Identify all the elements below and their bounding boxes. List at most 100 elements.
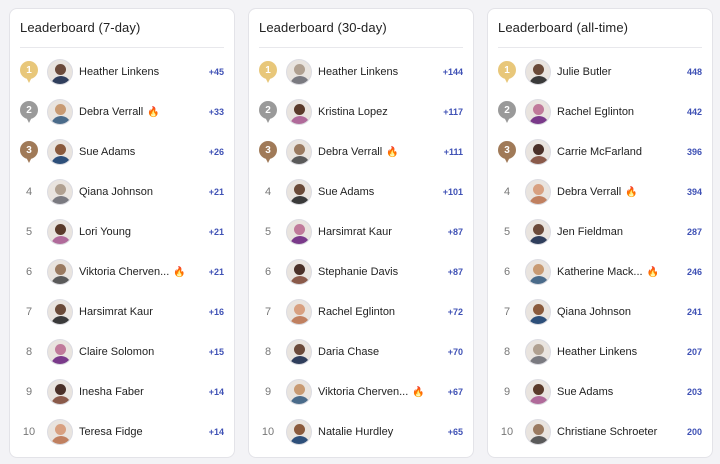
avatar[interactable] xyxy=(47,299,73,325)
leaderboard-row[interactable]: 9 Inesha Faber +14 xyxy=(10,372,234,412)
avatar[interactable] xyxy=(525,379,551,405)
leaderboard-row[interactable]: 2 Debra Verrall 🔥 +33 xyxy=(10,92,234,132)
member-name[interactable]: Claire Solomon xyxy=(79,332,154,372)
avatar[interactable] xyxy=(525,339,551,365)
member-name[interactable]: Debra Verrall 🔥 xyxy=(79,92,160,132)
leaderboard-row[interactable]: 6 Katherine Mack... 🔥 246 xyxy=(488,252,712,292)
avatar[interactable] xyxy=(525,259,551,285)
member-name[interactable]: Debra Verrall 🔥 xyxy=(557,172,638,212)
leaderboard-row[interactable]: 2 Kristina Lopez +117 xyxy=(249,92,473,132)
member-name[interactable]: Heather Linkens xyxy=(79,52,159,92)
leaderboard-row[interactable]: 10 Teresa Fidge +14 xyxy=(10,412,234,452)
avatar[interactable] xyxy=(47,59,73,85)
leaderboard-row[interactable]: 3 Sue Adams +26 xyxy=(10,132,234,172)
member-name-text: Qiana Johnson xyxy=(557,306,631,318)
member-name[interactable]: Heather Linkens xyxy=(557,332,637,372)
leaderboard-row[interactable]: 3 Debra Verrall 🔥 +111 xyxy=(249,132,473,172)
avatar[interactable] xyxy=(525,99,551,125)
member-name[interactable]: Qiana Johnson xyxy=(557,292,631,332)
member-name[interactable]: Sue Adams xyxy=(79,132,135,172)
member-name[interactable]: Harsimrat Kaur xyxy=(79,292,153,332)
leaderboard-row[interactable]: 5 Jen Fieldman 287 xyxy=(488,212,712,252)
leaderboard-row[interactable]: 4 Debra Verrall 🔥 394 xyxy=(488,172,712,212)
member-name[interactable]: Rachel Eglinton xyxy=(318,292,395,332)
member-name[interactable]: Qiana Johnson xyxy=(79,172,153,212)
member-name[interactable]: Jen Fieldman xyxy=(557,212,623,252)
leaderboard-row[interactable]: 7 Harsimrat Kaur +16 xyxy=(10,292,234,332)
avatar[interactable] xyxy=(525,419,551,445)
avatar[interactable] xyxy=(286,179,312,205)
member-name[interactable]: Julie Butler xyxy=(557,52,611,92)
avatar-body xyxy=(290,316,310,324)
member-name[interactable]: Teresa Fidge xyxy=(79,412,143,452)
avatar[interactable] xyxy=(47,339,73,365)
member-name[interactable]: Viktoria Cherven... 🔥 xyxy=(79,252,186,292)
avatar[interactable] xyxy=(286,419,312,445)
rank-number: 7 xyxy=(503,306,511,318)
leaderboard-row[interactable]: 10 Natalie Hurdley +65 xyxy=(249,412,473,452)
avatar[interactable] xyxy=(525,59,551,85)
avatar[interactable] xyxy=(47,379,73,405)
leaderboard-row[interactable]: 7 Rachel Eglinton +72 xyxy=(249,292,473,332)
member-name[interactable]: Sue Adams xyxy=(557,372,613,412)
avatar[interactable] xyxy=(47,219,73,245)
leaderboard-row[interactable]: 6 Stephanie Davis +87 xyxy=(249,252,473,292)
avatar[interactable] xyxy=(286,219,312,245)
avatar[interactable] xyxy=(47,179,73,205)
member-name[interactable]: Rachel Eglinton xyxy=(557,92,634,132)
leaderboard-row[interactable]: 7 Qiana Johnson 241 xyxy=(488,292,712,332)
member-name[interactable]: Christiane Schroeter xyxy=(557,412,657,452)
rank-cell: 6 xyxy=(498,252,516,292)
avatar[interactable] xyxy=(286,259,312,285)
avatar[interactable] xyxy=(286,339,312,365)
avatar[interactable] xyxy=(286,59,312,85)
member-name[interactable]: Kristina Lopez xyxy=(318,92,388,132)
leaderboard-row[interactable]: 8 Daria Chase +70 xyxy=(249,332,473,372)
member-name[interactable]: Sue Adams xyxy=(318,172,374,212)
member-name[interactable]: Katherine Mack... 🔥 xyxy=(557,252,659,292)
avatar[interactable] xyxy=(286,299,312,325)
member-name[interactable]: Lori Young xyxy=(79,212,131,252)
avatar-body xyxy=(51,316,71,324)
member-name-text: Harsimrat Kaur xyxy=(79,306,153,318)
avatar[interactable] xyxy=(525,139,551,165)
avatar[interactable] xyxy=(47,99,73,125)
avatar[interactable] xyxy=(286,379,312,405)
avatar-body xyxy=(51,276,71,284)
avatar[interactable] xyxy=(286,99,312,125)
leaderboard-row[interactable]: 1 Heather Linkens +144 xyxy=(249,52,473,92)
leaderboard-row[interactable]: 9 Viktoria Cherven... 🔥 +67 xyxy=(249,372,473,412)
member-name[interactable]: Viktoria Cherven... 🔥 xyxy=(318,372,425,412)
leaderboard-row[interactable]: 3 Carrie McFarland 396 xyxy=(488,132,712,172)
bronze-medal-icon: 3 xyxy=(259,141,277,163)
divider xyxy=(259,47,463,48)
member-name[interactable]: Debra Verrall 🔥 xyxy=(318,132,399,172)
member-name[interactable]: Inesha Faber xyxy=(79,372,144,412)
member-name[interactable]: Stephanie Davis xyxy=(318,252,398,292)
avatar[interactable] xyxy=(525,299,551,325)
avatar[interactable] xyxy=(525,179,551,205)
leaderboard-row[interactable]: 10 Christiane Schroeter 200 xyxy=(488,412,712,452)
member-name[interactable]: Harsimrat Kaur xyxy=(318,212,392,252)
leaderboard-row[interactable]: 8 Claire Solomon +15 xyxy=(10,332,234,372)
member-name[interactable]: Natalie Hurdley xyxy=(318,412,393,452)
leaderboard-row[interactable]: 9 Sue Adams 203 xyxy=(488,372,712,412)
leaderboard-row[interactable]: 4 Sue Adams +101 xyxy=(249,172,473,212)
avatar[interactable] xyxy=(47,259,73,285)
leaderboard-row[interactable]: 5 Lori Young +21 xyxy=(10,212,234,252)
avatar[interactable] xyxy=(525,219,551,245)
member-name[interactable]: Carrie McFarland xyxy=(557,132,642,172)
leaderboard-row[interactable]: 8 Heather Linkens 207 xyxy=(488,332,712,372)
leaderboard-row[interactable]: 6 Viktoria Cherven... 🔥 +21 xyxy=(10,252,234,292)
avatar[interactable] xyxy=(47,139,73,165)
avatar[interactable] xyxy=(286,139,312,165)
leaderboard-row[interactable]: 1 Heather Linkens +45 xyxy=(10,52,234,92)
member-name[interactable]: Daria Chase xyxy=(318,332,379,372)
avatar[interactable] xyxy=(47,419,73,445)
leaderboard-row[interactable]: 2 Rachel Eglinton 442 xyxy=(488,92,712,132)
leaderboard-row[interactable]: 5 Harsimrat Kaur +87 xyxy=(249,212,473,252)
leaderboard-row[interactable]: 4 Qiana Johnson +21 xyxy=(10,172,234,212)
leaderboard-row[interactable]: 1 Julie Butler 448 xyxy=(488,52,712,92)
member-name-text: Inesha Faber xyxy=(79,386,144,398)
member-name[interactable]: Heather Linkens xyxy=(318,52,398,92)
